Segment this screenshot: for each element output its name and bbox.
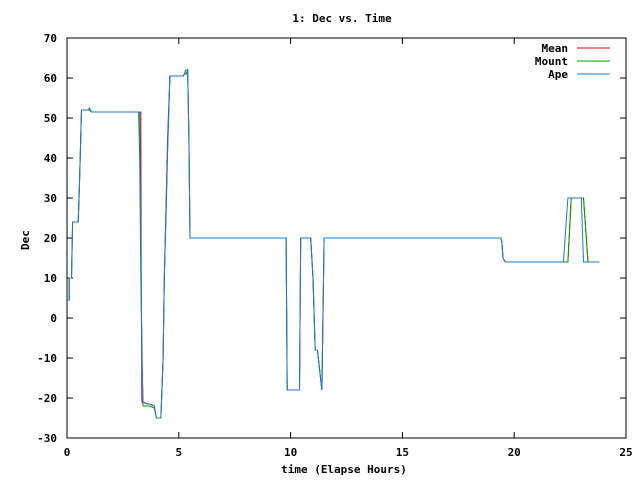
chart-title: 1: Dec vs. Time <box>292 12 392 25</box>
x-tick-label: 5 <box>175 446 182 459</box>
y-tick-label: 70 <box>44 32 57 45</box>
legend-label-mean: Mean <box>542 42 569 55</box>
y-tick-label: 30 <box>44 192 57 205</box>
y-tick-label: 50 <box>44 112 57 125</box>
y-tick-label: 10 <box>44 272 57 285</box>
x-tick-label: 20 <box>508 446 521 459</box>
series-line-mount <box>67 68 600 419</box>
y-tick-label: 0 <box>50 312 57 325</box>
x-tick-label: 10 <box>284 446 297 459</box>
series-line-ape <box>67 69 600 419</box>
x-tick-label: 15 <box>396 446 409 459</box>
y-tick-label: 40 <box>44 152 57 165</box>
x-tick-label: 25 <box>619 446 632 459</box>
y-tick-label: -10 <box>37 352 57 365</box>
x-axis-label: time (Elapse Hours) <box>281 463 407 476</box>
y-tick-label: 20 <box>44 232 57 245</box>
y-tick-label: -30 <box>37 432 57 445</box>
series-lines <box>67 68 600 419</box>
legend-label-ape: Ape <box>548 68 568 81</box>
legend-label-mount: Mount <box>535 55 568 68</box>
x-tick-label: 0 <box>64 446 71 459</box>
y-tick-label: 60 <box>44 72 57 85</box>
y-axis-label: Dec <box>19 230 32 250</box>
series-line-mean <box>67 73 600 419</box>
axis-ticks: 0 5 10 15 20 25 -30 -20 -10 0 10 20 30 40 50 60 70 <box>37 32 633 459</box>
y-tick-label: -20 <box>37 392 57 405</box>
